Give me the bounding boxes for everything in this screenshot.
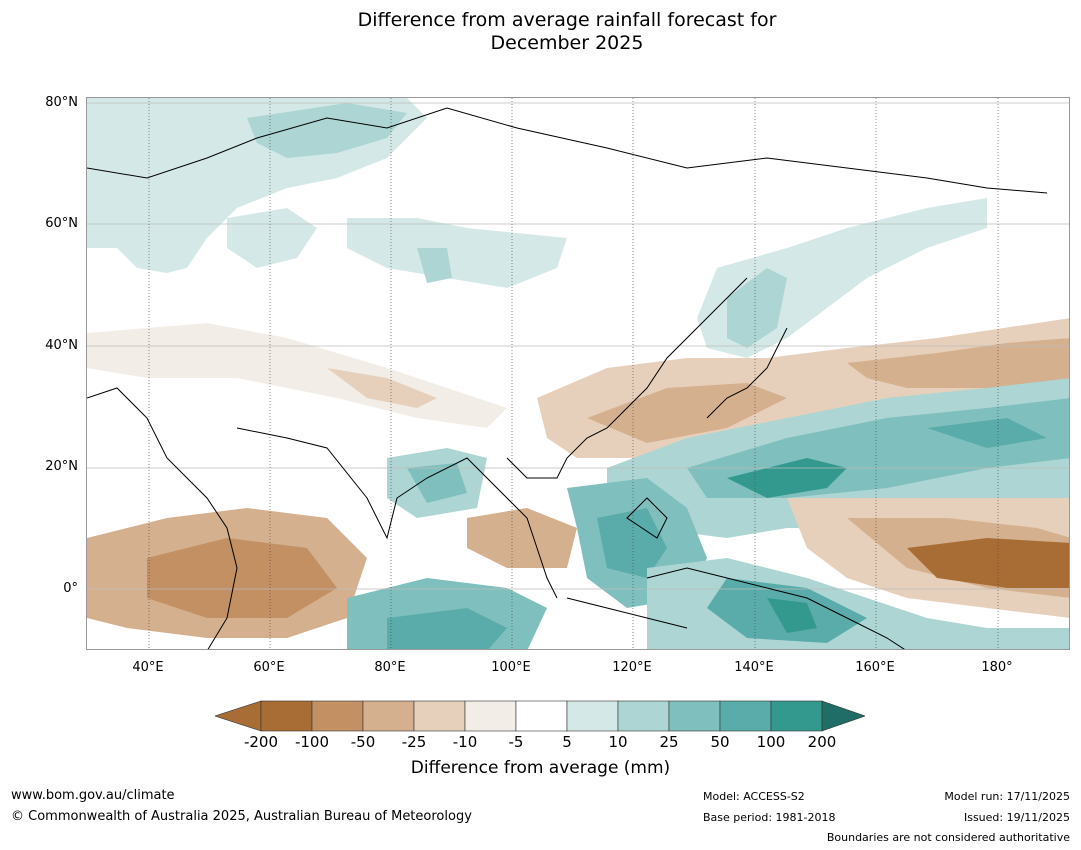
colorbar-label: -25 [401,733,427,751]
colorbar-swatch [362,700,415,732]
colorbar [215,700,865,732]
colorbar-label: -10 [452,733,478,751]
colorbar-swatch [464,700,517,732]
lon-label-60e: 60°E [253,660,285,675]
colorbar-swatch [566,700,619,732]
coastlines [87,107,1048,649]
colorbar-label: 50 [710,733,730,751]
colorbar-label: 25 [659,733,679,751]
lon-label-160e: 160°E [855,660,895,675]
colorbar-label: -100 [294,733,330,751]
colorbar-swatch [617,700,670,732]
lat-label-20n: 20°N [45,459,78,474]
map-graphic [87,98,1069,649]
lon-label-120e: 120°E [612,660,652,675]
anomaly-fields [87,98,1069,649]
title-line-1: Difference from average rainfall forecas… [357,9,777,31]
colorbar-swatch [311,700,364,732]
colorbar-label: 100 [756,733,786,751]
lon-label-80e: 80°E [374,660,406,675]
lon-label-180: 180° [981,660,1013,675]
colorbar-label: 200 [807,733,837,751]
colorbar-label: 10 [608,733,628,751]
colorbar-title: Difference from average (mm) [410,758,671,778]
website-link[interactable]: www.bom.gov.au/climate [11,788,175,803]
lat-label-80n: 80°N [45,95,78,110]
colorbar-swatch [260,700,313,732]
graticule [87,102,1069,590]
title-line-2: December 2025 [490,32,644,54]
base-period-text: Base period: 1981-2018 [703,811,836,824]
disclaimer-text: Boundaries are not considered authoritat… [826,831,1070,844]
copyright-text: © Commonwealth of Australia 2025, Austra… [11,809,472,824]
colorbar-swatch [719,700,772,732]
colorbar-label: -50 [350,733,376,751]
lon-label-140e: 140°E [734,660,774,675]
colorbar-arrow-low [215,700,262,732]
colorbar-swatch [515,700,568,732]
lat-label-40n: 40°N [45,338,78,353]
map-panel [86,97,1070,650]
colorbar-label: 5 [562,733,572,751]
colorbar-label: -5 [508,733,524,751]
lat-label-0: 0° [63,581,78,596]
colorbar-arrow-high [821,700,865,732]
meridians [148,98,999,649]
lat-label-60n: 60°N [45,216,78,231]
map-title: Difference from average rainfall forecas… [0,9,1081,55]
lon-label-100e: 100°E [491,660,531,675]
model-run-text: Model run: 17/11/2025 [944,790,1070,803]
colorbar-swatch [770,700,823,732]
colorbar-swatch [413,700,466,732]
colorbar-swatch [668,700,721,732]
issued-text: Issued: 19/11/2025 [963,811,1070,824]
model-text: Model: ACCESS-S2 [703,790,805,803]
colorbar-label: -200 [243,733,279,751]
lon-label-40e: 40°E [132,660,164,675]
